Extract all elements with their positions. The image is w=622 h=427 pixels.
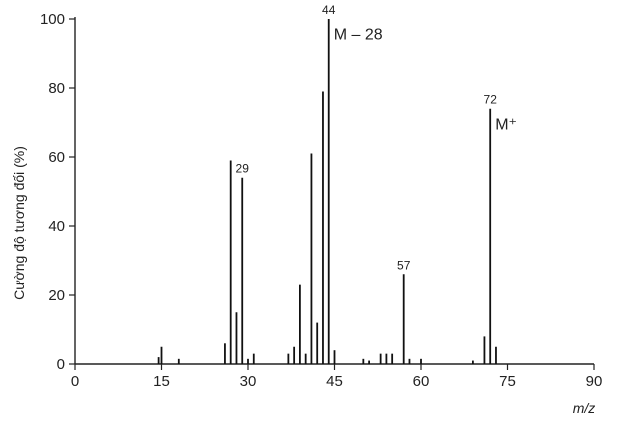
y-tick-label: 100 xyxy=(40,11,65,28)
x-tick-label: 15 xyxy=(153,373,170,390)
peak-label: 29 xyxy=(236,162,250,176)
x-tick-label: 45 xyxy=(326,373,343,390)
peak-label: 57 xyxy=(397,258,411,272)
x-tick-label: 90 xyxy=(586,373,603,390)
y-tick-label: 60 xyxy=(48,149,65,166)
axes xyxy=(74,17,594,365)
y-ticks: 0 20 40 60 80 100 xyxy=(40,11,75,373)
y-tick-label: 0 xyxy=(57,356,65,373)
peaks xyxy=(157,19,497,364)
x-tick-label: 75 xyxy=(499,373,516,390)
y-tick-label: 40 xyxy=(48,218,65,235)
x-tick-label: 0 xyxy=(71,373,79,390)
y-tick-label: 80 xyxy=(48,80,65,97)
x-tick-label: 30 xyxy=(240,373,257,390)
peak-label: 44 xyxy=(322,3,336,17)
x-axis-title: m/z xyxy=(573,400,596,416)
x-ticks: 0 15 30 45 60 75 90 xyxy=(71,364,603,390)
y-axis-title: Cường độ tương đối (%) xyxy=(11,146,27,300)
annotations: M – 28 M⁺ xyxy=(334,27,517,134)
peak-labels: 29 44 57 72 xyxy=(236,3,498,272)
peak-annotation: M – 28 xyxy=(334,27,383,44)
peak-annotation: M⁺ xyxy=(495,116,517,133)
peak-label: 72 xyxy=(484,93,498,107)
y-tick-label: 20 xyxy=(48,287,65,304)
x-tick-label: 60 xyxy=(413,373,430,390)
